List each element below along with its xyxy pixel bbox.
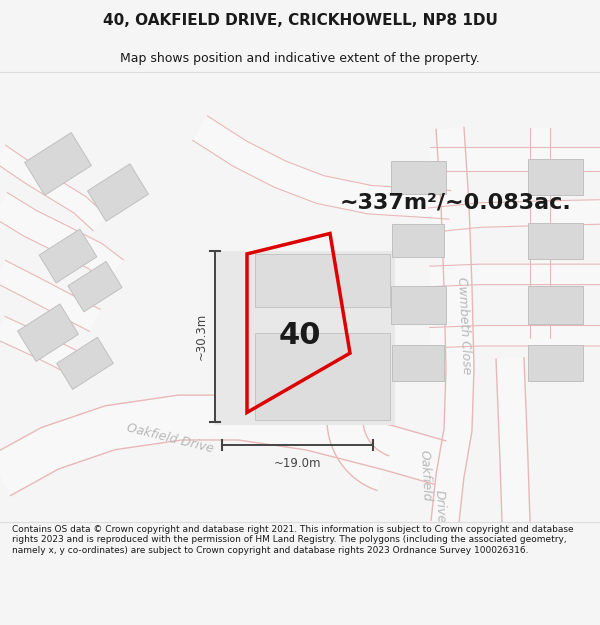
Polygon shape [527,159,583,195]
Text: Oakfield: Oakfield [417,449,433,502]
Polygon shape [88,164,148,221]
Polygon shape [25,132,91,195]
Polygon shape [39,229,97,283]
Text: Cwmbeth Close: Cwmbeth Close [455,276,473,374]
Text: Drive: Drive [433,489,448,524]
Polygon shape [430,146,600,171]
Text: 40, OAKFIELD DRIVE, CRICKHOWELL, NP8 1DU: 40, OAKFIELD DRIVE, CRICKHOWELL, NP8 1DU [103,13,497,28]
Text: ~30.3m: ~30.3m [194,312,208,360]
Text: ~337m²/~0.083ac.: ~337m²/~0.083ac. [340,192,572,213]
Polygon shape [255,254,390,307]
Polygon shape [0,261,100,331]
Polygon shape [56,338,113,389]
Polygon shape [327,397,389,491]
Polygon shape [0,395,446,496]
Polygon shape [530,128,550,338]
Text: Oakfield Drive: Oakfield Drive [125,421,215,455]
Polygon shape [193,116,451,219]
Polygon shape [391,286,445,324]
Polygon shape [0,316,80,374]
Polygon shape [527,222,583,259]
Polygon shape [527,346,583,381]
Text: Map shows position and indicative extent of the property.: Map shows position and indicative extent… [120,52,480,65]
Polygon shape [431,127,474,524]
Polygon shape [0,145,107,231]
Polygon shape [255,332,390,419]
Polygon shape [527,286,583,324]
Polygon shape [430,264,600,287]
Polygon shape [391,161,445,194]
Text: Contains OS data © Crown copyright and database right 2021. This information is : Contains OS data © Crown copyright and d… [12,525,574,555]
Polygon shape [429,200,600,232]
Text: ~19.0m: ~19.0m [274,457,321,470]
Polygon shape [215,251,395,425]
Text: 40: 40 [279,321,321,350]
Polygon shape [0,192,124,282]
Polygon shape [68,261,122,312]
Polygon shape [392,346,444,381]
Polygon shape [17,304,79,361]
Polygon shape [392,224,444,257]
Polygon shape [496,357,530,522]
Polygon shape [430,326,600,348]
